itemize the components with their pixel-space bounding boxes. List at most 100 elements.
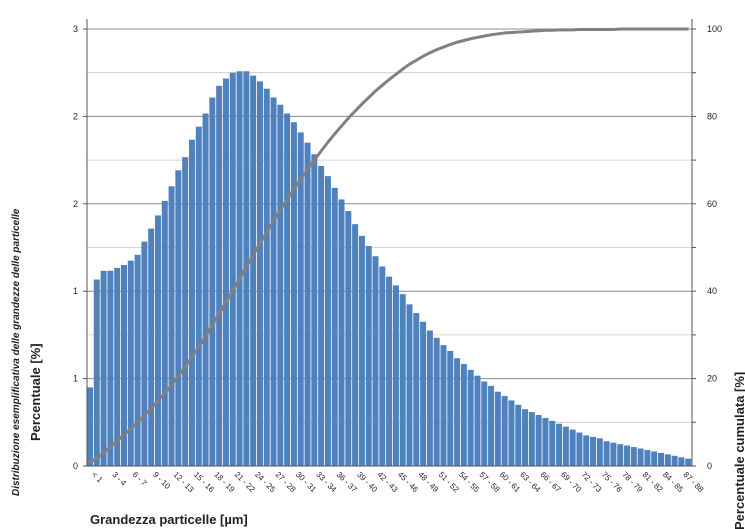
bar: [399, 294, 406, 466]
bar: [610, 442, 617, 466]
bar: [324, 176, 331, 466]
x-tick-label: 69 - 70: [559, 470, 583, 494]
bar: [93, 279, 100, 466]
y2-tick-label: 60: [707, 199, 717, 209]
x-tick-label: 84 - 85: [661, 470, 685, 494]
bar: [644, 449, 651, 466]
x-tick-label: 60 - 61: [498, 470, 522, 494]
y-tick-label: 3: [73, 24, 78, 34]
bar: [651, 451, 658, 466]
bar: [114, 267, 121, 466]
x-tick-label: 66 - 67: [539, 470, 563, 494]
bar: [474, 375, 481, 466]
bar: [488, 385, 495, 466]
bar: [107, 270, 114, 466]
bar: [501, 396, 508, 466]
bar: [168, 186, 175, 466]
bar: [318, 165, 325, 466]
x-tick-label: 18 - 19: [212, 470, 236, 494]
bar: [284, 113, 291, 466]
bar: [440, 345, 447, 466]
bar: [250, 75, 257, 466]
x-tick-label: 9 - 10: [151, 470, 172, 491]
bar: [447, 350, 454, 466]
bar: [671, 455, 678, 466]
x-tick-label: 36 - 37: [335, 470, 359, 494]
bar: [624, 445, 631, 466]
bar: [134, 254, 141, 466]
x-tick-label: 12 - 13: [172, 470, 196, 494]
y2-tick-label: 40: [707, 286, 717, 296]
bar: [141, 241, 148, 466]
bar: [528, 412, 535, 466]
bar: [590, 436, 597, 466]
x-tick-label: 3 - 4: [110, 470, 128, 488]
x-tick-label: 27 - 28: [274, 470, 298, 494]
bars: [87, 71, 692, 467]
bar: [352, 224, 359, 466]
x-tick-label: 54 - 55: [457, 470, 481, 494]
x-tick-label: 75 - 76: [600, 470, 624, 494]
bar: [182, 157, 189, 467]
bar: [535, 415, 542, 466]
x-tick-label: 33 - 34: [314, 470, 338, 494]
bar: [148, 228, 155, 466]
bar: [467, 369, 474, 466]
bar: [154, 215, 161, 466]
bar: [338, 199, 345, 466]
left-y-ticks: 0 1 1 2 2 3: [73, 24, 87, 471]
bar: [365, 246, 372, 466]
y-tick-label: 0: [73, 461, 78, 471]
y-tick-label: 2: [73, 199, 78, 209]
bar: [386, 276, 393, 466]
x-tick-label: 87 - 88: [681, 470, 705, 494]
bar: [263, 88, 270, 467]
bar: [603, 441, 610, 466]
bar: [658, 452, 665, 466]
bar: [229, 72, 236, 466]
bar: [494, 391, 501, 466]
bar: [277, 104, 284, 466]
x-tick-label: 39 - 40: [355, 470, 379, 494]
x-tick-label: 30 - 31: [294, 470, 318, 494]
x-tick-label: 21 - 22: [233, 470, 257, 494]
bar: [630, 447, 637, 466]
bar: [304, 142, 311, 466]
bar: [433, 337, 440, 466]
x-tick-label: 15 - 16: [192, 470, 216, 494]
bar: [549, 420, 556, 466]
bar: [379, 266, 386, 466]
x-tick-label: 72 - 73: [579, 470, 603, 494]
y2-tick-label: 100: [707, 24, 722, 34]
bar: [562, 426, 569, 466]
bar: [413, 313, 420, 466]
x-tick-label: 42 - 43: [375, 470, 399, 494]
y-tick-label: 1: [73, 374, 78, 384]
bar: [481, 381, 488, 466]
bar: [372, 256, 379, 466]
bar: [270, 97, 277, 467]
bar: [420, 321, 427, 466]
x-tick-label: 48 - 49: [416, 470, 440, 494]
y-tick-label: 2: [73, 111, 78, 121]
x-tick-label: < 1: [90, 470, 105, 485]
bar: [331, 187, 338, 466]
bar: [311, 154, 318, 467]
x-tick-label: 24 - 25: [253, 470, 277, 494]
bar: [664, 454, 671, 466]
y2-tick-label: 80: [707, 111, 717, 121]
bar: [222, 78, 229, 466]
bar: [569, 429, 576, 466]
bar: [508, 400, 515, 466]
bar: [175, 170, 182, 466]
y2-tick-label: 0: [707, 461, 712, 471]
bar: [685, 458, 692, 466]
x-tick-label: 45 - 46: [396, 470, 420, 494]
bar: [120, 264, 127, 466]
bar: [515, 404, 522, 466]
bar: [583, 435, 590, 466]
x-tick-label: 57 - 58: [477, 470, 501, 494]
bar: [596, 438, 603, 466]
bar: [358, 235, 365, 466]
y2-tick-label: 20: [707, 374, 717, 384]
